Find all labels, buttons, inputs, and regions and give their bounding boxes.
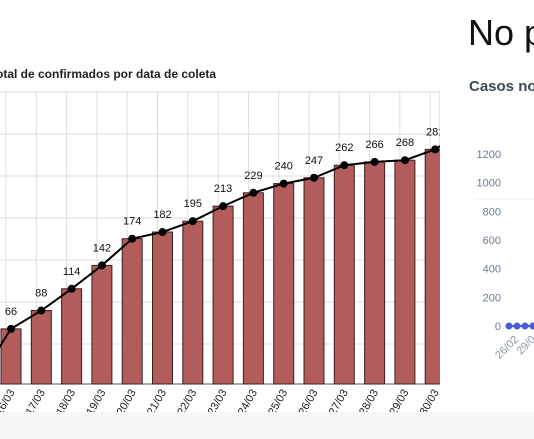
right-chart-title: Casos no bbox=[469, 78, 534, 95]
data-label: 247 bbox=[305, 155, 323, 167]
right-series-point bbox=[521, 322, 529, 330]
chart-title: otal de confirmados por data de coleta bbox=[0, 67, 217, 81]
bar-22/03 bbox=[182, 220, 204, 385]
data-label: 66 bbox=[5, 306, 17, 318]
right-y-tick-label: 1200 bbox=[477, 149, 501, 161]
line-point bbox=[37, 306, 46, 315]
data-label: 240 bbox=[275, 161, 293, 173]
right-series-point bbox=[505, 322, 513, 330]
right-y-tick-label: 0 bbox=[495, 321, 501, 333]
bar-18/03 bbox=[61, 288, 83, 385]
x-tick-label: 28/03 bbox=[357, 388, 381, 413]
right-series-point bbox=[513, 322, 521, 330]
line-point bbox=[370, 157, 379, 166]
bars bbox=[0, 148, 440, 385]
cumulative-line bbox=[0, 144, 440, 349]
bar-19/03 bbox=[91, 264, 113, 385]
right-series-point bbox=[529, 322, 534, 330]
data-label: 262 bbox=[335, 142, 353, 154]
data-label: 174 bbox=[123, 216, 141, 228]
data-label: 268 bbox=[396, 137, 414, 149]
right-y-tick-label: 600 bbox=[483, 235, 501, 247]
line-point bbox=[128, 234, 137, 243]
bar-27/03 bbox=[333, 164, 355, 385]
bar-24/03 bbox=[242, 192, 264, 385]
data-label: 229 bbox=[244, 170, 262, 182]
right-y-tick-label: 1000 bbox=[477, 178, 501, 190]
line-point bbox=[97, 261, 106, 270]
data-label: 266 bbox=[365, 139, 383, 151]
right-y-axis-ticks: 1200 1000 800 600 400 200 0 bbox=[474, 149, 534, 333]
bar-20/03 bbox=[121, 238, 143, 385]
line-point bbox=[219, 202, 228, 211]
bar-28/03 bbox=[364, 161, 386, 385]
bar-17/03 bbox=[30, 310, 52, 385]
x-tick-label: 23/03 bbox=[206, 388, 230, 413]
x-tick-label: 18/03 bbox=[54, 388, 78, 413]
line-point bbox=[188, 217, 197, 226]
right-y-tick-label: 800 bbox=[483, 206, 501, 218]
line-point bbox=[431, 145, 440, 154]
x-tick-label: 16/03 bbox=[0, 388, 18, 413]
x-tick-label: 25/03 bbox=[266, 388, 290, 413]
bottom-band bbox=[0, 412, 534, 439]
right-y-tick-label: 400 bbox=[483, 264, 501, 276]
line-point bbox=[7, 324, 15, 333]
x-tick-label: 20/03 bbox=[115, 388, 139, 413]
confirmed-cases-bar-chart: 66 88 114 142 174 182 195 213 229 240 247 262 266 268… bbox=[0, 91, 440, 413]
data-label: 114 bbox=[63, 266, 81, 278]
data-labels: 66 88 114 142 174 182 195 213 229 240 247 262 266 268… bbox=[5, 126, 440, 318]
x-tick-label: 30/03 bbox=[418, 388, 440, 413]
x-tick-label: 24/03 bbox=[236, 388, 260, 413]
data-label: 182 bbox=[153, 209, 171, 221]
line-point bbox=[249, 188, 258, 197]
right-series-points bbox=[505, 322, 534, 330]
line-point bbox=[67, 284, 76, 293]
line-point bbox=[400, 156, 409, 165]
x-tick-label: 27/03 bbox=[327, 388, 351, 413]
line-point bbox=[279, 179, 288, 188]
right-heading: No p bbox=[468, 12, 534, 53]
line-point bbox=[310, 173, 318, 182]
bar-23/03 bbox=[212, 205, 234, 385]
bar-29/03 bbox=[394, 159, 416, 385]
x-tick-label: 19/03 bbox=[84, 388, 108, 413]
line-point bbox=[340, 161, 349, 170]
bar-30/03 bbox=[424, 148, 440, 385]
x-tick-label: 22/03 bbox=[175, 388, 199, 413]
bar-21/03 bbox=[152, 231, 173, 385]
x-tick-label: 21/03 bbox=[145, 388, 169, 413]
x-axis-ticks: 16/03 17/03 18/03 19/03 20/03 21/03 22/03 23/03… bbox=[0, 388, 440, 413]
left-chart-panel: otal de confirmados por data de coleta 6… bbox=[0, 67, 440, 413]
x-tick-label: 29/03 bbox=[387, 388, 411, 413]
x-tick-label: 17/03 bbox=[24, 388, 48, 413]
right-x-tick-label: 29/0 bbox=[514, 334, 534, 358]
data-label: 213 bbox=[214, 183, 232, 195]
data-label: 195 bbox=[184, 198, 202, 210]
data-label: 88 bbox=[35, 288, 47, 300]
bar-26/03 bbox=[303, 177, 325, 385]
bar-16/03 bbox=[0, 328, 22, 385]
x-tick-label: 26/03 bbox=[296, 388, 320, 413]
data-label: 281 bbox=[426, 126, 440, 138]
bar-25/03 bbox=[273, 183, 295, 385]
line-point bbox=[158, 228, 167, 237]
data-label: 142 bbox=[93, 242, 111, 254]
right-y-tick-label: 200 bbox=[483, 292, 501, 304]
